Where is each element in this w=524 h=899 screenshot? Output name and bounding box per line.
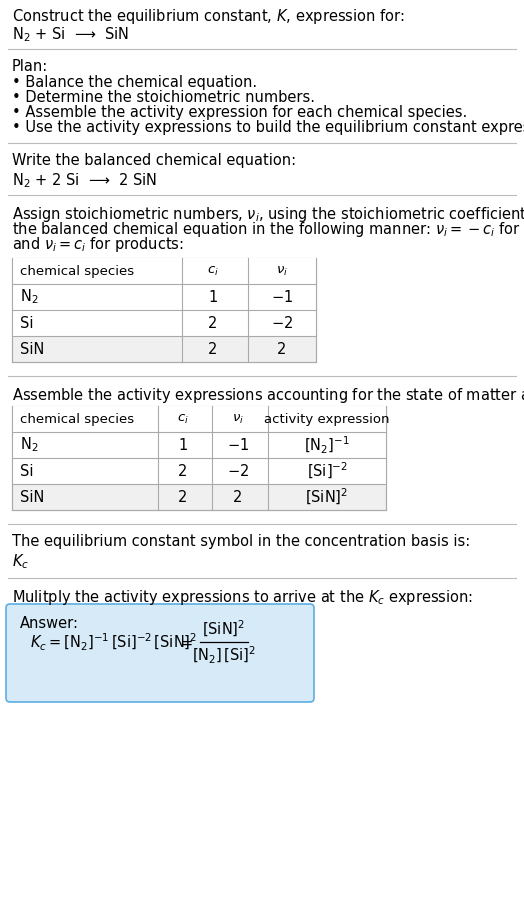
Text: $K_c$: $K_c$ bbox=[12, 552, 29, 571]
FancyBboxPatch shape bbox=[12, 406, 386, 510]
Text: $c_i$: $c_i$ bbox=[207, 264, 219, 278]
Text: 2: 2 bbox=[178, 464, 188, 478]
FancyBboxPatch shape bbox=[6, 604, 314, 702]
Text: • Assemble the activity expression for each chemical species.: • Assemble the activity expression for e… bbox=[12, 105, 467, 120]
FancyBboxPatch shape bbox=[12, 406, 386, 432]
Text: SiN: SiN bbox=[20, 489, 45, 504]
Text: 2: 2 bbox=[277, 342, 287, 357]
Text: $c_i$: $c_i$ bbox=[177, 413, 189, 425]
FancyBboxPatch shape bbox=[12, 258, 316, 284]
Text: Si: Si bbox=[20, 464, 34, 478]
FancyBboxPatch shape bbox=[12, 310, 316, 336]
Text: • Determine the stoichiometric numbers.: • Determine the stoichiometric numbers. bbox=[12, 90, 315, 105]
Text: $\nu_i$: $\nu_i$ bbox=[232, 413, 244, 425]
Text: Si: Si bbox=[20, 316, 34, 331]
Text: Write the balanced chemical equation:: Write the balanced chemical equation: bbox=[12, 153, 296, 168]
Text: SiN: SiN bbox=[20, 342, 45, 357]
Text: and $\nu_i = c_i$ for products:: and $\nu_i = c_i$ for products: bbox=[12, 235, 184, 254]
Text: $[\mathrm{Si}]^{-2}$: $[\mathrm{Si}]^{-2}$ bbox=[307, 461, 347, 481]
Text: $K_c = [\mathrm{N_2}]^{-1}\,[\mathrm{Si}]^{-2}\,[\mathrm{SiN}]^{2}$: $K_c = [\mathrm{N_2}]^{-1}\,[\mathrm{Si}… bbox=[30, 631, 197, 653]
Text: 2: 2 bbox=[233, 489, 243, 504]
Text: • Use the activity expressions to build the equilibrium constant expression.: • Use the activity expressions to build … bbox=[12, 120, 524, 135]
FancyBboxPatch shape bbox=[12, 432, 386, 458]
Text: 2: 2 bbox=[209, 316, 217, 331]
Text: $-1$: $-1$ bbox=[271, 289, 293, 305]
Text: 2: 2 bbox=[209, 342, 217, 357]
Text: $[\mathrm{N_2}]\,[\mathrm{Si}]^{2}$: $[\mathrm{N_2}]\,[\mathrm{Si}]^{2}$ bbox=[192, 645, 256, 665]
Text: • Balance the chemical equation.: • Balance the chemical equation. bbox=[12, 75, 257, 90]
Text: Assign stoichiometric numbers, $\nu_i$, using the stoichiometric coefficients, $: Assign stoichiometric numbers, $\nu_i$, … bbox=[12, 205, 524, 224]
Text: Mulitply the activity expressions to arrive at the $K_c$ expression:: Mulitply the activity expressions to arr… bbox=[12, 588, 473, 607]
Text: $\mathrm{N_2}$ + 2 Si  ⟶  2 SiN: $\mathrm{N_2}$ + 2 Si ⟶ 2 SiN bbox=[12, 171, 157, 190]
Text: chemical species: chemical species bbox=[20, 413, 134, 425]
FancyBboxPatch shape bbox=[12, 258, 316, 362]
Text: $\mathrm{N_2}$: $\mathrm{N_2}$ bbox=[20, 436, 38, 454]
FancyBboxPatch shape bbox=[12, 458, 386, 484]
Text: $[\mathrm{SiN}]^{2}$: $[\mathrm{SiN}]^{2}$ bbox=[202, 619, 246, 639]
Text: Assemble the activity expressions accounting for the state of matter and $\nu_i$: Assemble the activity expressions accoun… bbox=[12, 386, 524, 405]
Text: the balanced chemical equation in the following manner: $\nu_i = -c_i$ for react: the balanced chemical equation in the fo… bbox=[12, 220, 524, 239]
Text: 1: 1 bbox=[209, 289, 217, 305]
Text: 1: 1 bbox=[178, 438, 188, 452]
Text: $=$: $=$ bbox=[178, 635, 194, 649]
Text: 2: 2 bbox=[178, 489, 188, 504]
FancyBboxPatch shape bbox=[12, 284, 316, 310]
Text: activity expression: activity expression bbox=[264, 413, 390, 425]
Text: $\mathrm{N_2}$: $\mathrm{N_2}$ bbox=[20, 288, 38, 307]
Text: $\mathrm{N_2}$ + Si  ⟶  SiN: $\mathrm{N_2}$ + Si ⟶ SiN bbox=[12, 25, 129, 44]
Text: $-1$: $-1$ bbox=[227, 437, 249, 453]
Text: $-2$: $-2$ bbox=[271, 315, 293, 331]
Text: Answer:: Answer: bbox=[20, 616, 79, 631]
Text: Plan:: Plan: bbox=[12, 59, 48, 74]
Text: chemical species: chemical species bbox=[20, 264, 134, 278]
Text: $-2$: $-2$ bbox=[227, 463, 249, 479]
Text: $\nu_i$: $\nu_i$ bbox=[276, 264, 288, 278]
Text: Construct the equilibrium constant, $K$, expression for:: Construct the equilibrium constant, $K$,… bbox=[12, 7, 405, 26]
Text: $[\mathrm{N_2}]^{-1}$: $[\mathrm{N_2}]^{-1}$ bbox=[304, 434, 350, 456]
Text: The equilibrium constant symbol in the concentration basis is:: The equilibrium constant symbol in the c… bbox=[12, 534, 470, 549]
Text: $[\mathrm{SiN}]^{2}$: $[\mathrm{SiN}]^{2}$ bbox=[305, 487, 348, 507]
